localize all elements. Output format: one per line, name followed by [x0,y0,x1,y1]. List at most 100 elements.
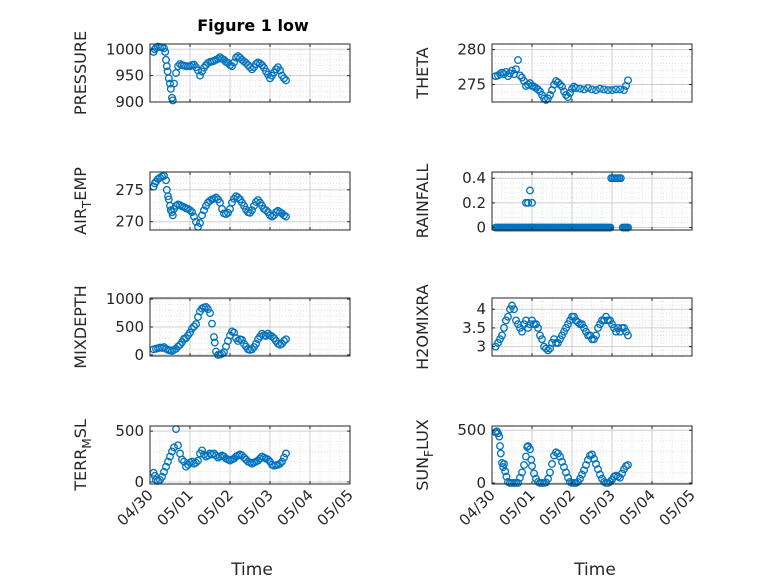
y-axis-label: MIXDEPTH [71,285,90,368]
data-point [562,323,570,332]
data-point [246,63,254,72]
data-point [496,442,504,450]
series-mixdepth [149,302,290,359]
data-point [198,211,206,220]
data-point [496,449,505,458]
data-point [206,309,214,318]
data-point [620,323,628,332]
data-point [612,327,620,336]
data-point [570,312,578,321]
data-point [512,316,520,325]
data-point [240,453,248,462]
data-point [210,333,218,341]
data-point [564,320,572,329]
data-point [242,59,250,67]
axes-box [491,171,693,231]
data-point [160,467,168,476]
data-point [262,206,270,215]
plot-area [150,426,350,484]
data-point [282,449,290,458]
data-point [554,338,562,347]
y-tick-label: 1000 [106,290,144,308]
data-point [170,443,178,452]
data-point [590,335,598,344]
data-point [582,461,590,469]
data-point [558,457,566,466]
y-axis-label-suffix: SL [71,419,90,438]
data-point [276,66,284,75]
y-tick-label: 3.5 [462,319,486,337]
data-point [272,65,280,74]
data-point [528,462,536,471]
data-point [192,320,200,329]
data-point [278,457,286,466]
plot-area [150,44,350,102]
data-point [162,62,171,71]
data-point [186,206,194,215]
data-point [500,460,508,468]
data-point [248,206,256,215]
y-tick-label: 270 [115,213,144,231]
y-tick-label: 280 [457,41,486,59]
data-point [276,459,284,468]
y-axis-label-suffix: LUX [413,419,432,450]
data-point [498,331,506,340]
data-point [178,455,186,464]
data-point [562,91,570,99]
data-point [218,349,226,358]
y-tick-label: 950 [115,67,144,85]
data-point [592,86,600,95]
panel-air_temp: 270 275 AIRTEMP [71,167,351,235]
data-point [160,44,168,53]
data-point [590,454,598,463]
data-point [608,86,616,95]
data-point [166,79,174,88]
data-point [594,323,602,332]
data-point [624,331,632,340]
data-point [596,84,604,93]
data-point [254,456,262,465]
data-point [502,472,511,481]
data-point [624,461,632,469]
data-point [264,455,272,464]
data-point [282,335,290,344]
data-point [608,320,616,329]
data-point [218,205,226,213]
data-point [228,198,236,207]
axes-box [491,425,693,485]
data-point [499,463,508,472]
data-point [606,223,615,232]
data-point [252,339,260,348]
data-point [588,450,596,459]
data-point [556,80,564,89]
axes-box [491,297,693,357]
data-point [204,305,212,314]
y-axis-label: PRESSURE [71,31,90,115]
data-point [190,212,198,221]
y-axis-label-main: H2OMIXRA [413,284,432,370]
data-point [596,470,604,479]
axes-box [149,171,351,231]
data-point [544,346,552,355]
data-point [578,470,586,479]
data-point [168,447,176,456]
data-point [616,174,625,183]
data-point [164,192,172,201]
data-point [592,460,600,468]
y-tick-label: 0 [134,473,144,491]
data-point [502,316,510,325]
data-point [504,312,512,321]
series-air_temp [149,171,290,231]
data-point [620,86,628,95]
data-point [600,85,608,94]
data-point [532,320,540,329]
data-point [174,441,182,450]
y-axis-label-main: MIXDEPTH [71,285,90,368]
data-point [252,198,260,206]
data-point [610,323,618,332]
data-point [496,335,504,344]
y-tick-label: 900 [115,93,144,111]
data-point [256,59,264,68]
y-tick-label: 275 [457,76,486,94]
data-point [516,71,524,80]
